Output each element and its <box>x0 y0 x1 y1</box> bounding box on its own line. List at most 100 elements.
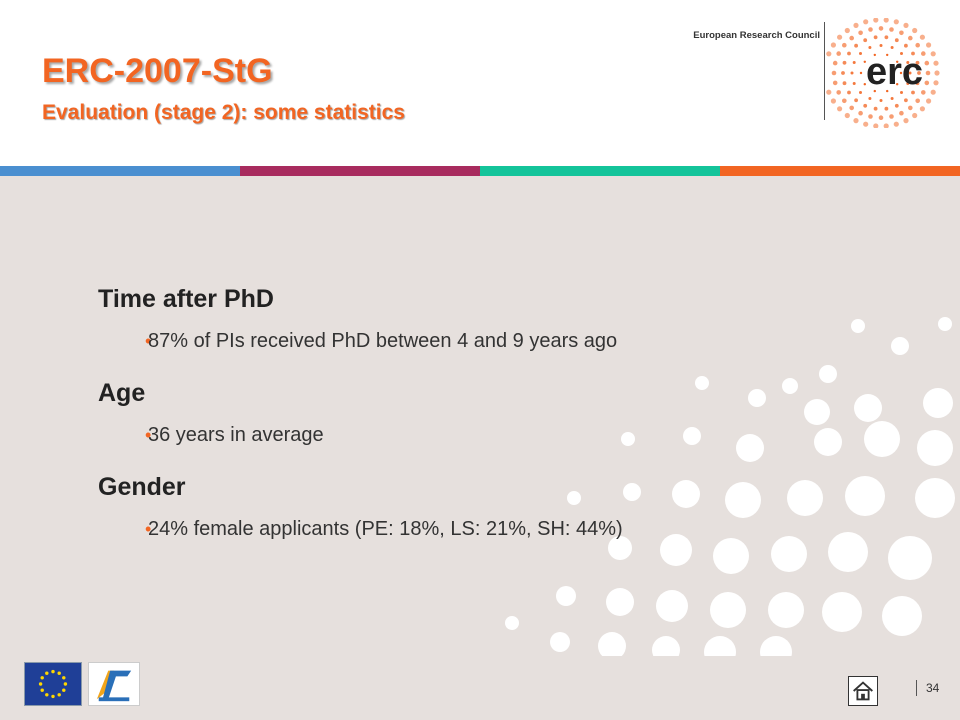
page-number-divider <box>916 680 917 696</box>
decorative-dot <box>760 636 792 656</box>
bullet-text: 87% of PIs received PhD between 4 and 9 … <box>148 329 618 352</box>
erc-logo-dot <box>879 99 883 102</box>
erc-logo-dot <box>883 123 889 128</box>
erc-logo-dot <box>894 38 899 43</box>
erc-logo-dot <box>832 80 838 86</box>
erc-logo-dot <box>849 105 854 111</box>
erc-logo-dot <box>911 90 915 95</box>
erc-logo-dot <box>889 27 894 32</box>
erc-logo-dot <box>886 53 889 57</box>
erc-logo-dot <box>924 80 930 86</box>
erc-logo-dot <box>884 35 889 40</box>
erc-logo-dot <box>896 60 899 63</box>
erc-logo-dot <box>859 71 863 75</box>
slide-content: Time after PhD • 87% of PIs received PhD… <box>98 282 898 564</box>
erc-logo-dot <box>858 110 863 116</box>
decorative-dot <box>695 376 709 390</box>
erc-logo-dot <box>830 98 836 104</box>
erc-logo-dot <box>847 90 851 95</box>
bullet-icon: • <box>145 330 152 351</box>
eu-star <box>57 671 61 675</box>
erc-logo-dot <box>889 114 894 119</box>
section-time-after-phd: Time after PhD • 87% of PIs received PhD… <box>98 282 898 360</box>
color-stripes <box>0 166 960 176</box>
eu-star <box>45 671 49 675</box>
bullet-item: • 87% of PIs received PhD between 4 and … <box>98 322 898 360</box>
erc-logo-dot <box>842 98 847 104</box>
erc-logo-dot <box>853 22 859 28</box>
home-icon[interactable] <box>848 676 878 706</box>
erc-logo-dot <box>873 35 878 40</box>
erc-logo-dot <box>859 91 862 94</box>
decorative-dot <box>608 536 632 560</box>
erc-logo-dot <box>926 42 932 48</box>
erc-logo-dot <box>904 98 908 103</box>
slide-subtitle: Evaluation (stage 2): some statistics <box>42 101 405 124</box>
erc-logo-dot <box>849 35 854 41</box>
erc-logo-dot <box>841 71 845 75</box>
erc-logo-dot <box>868 97 872 100</box>
eu-star <box>63 682 68 686</box>
decorative-dot <box>864 421 900 457</box>
erc-logo-dot <box>868 114 873 119</box>
bullet-text: 36 years in average <box>148 423 324 446</box>
decorative-dots-icon <box>505 317 955 656</box>
erc-logo-dot <box>863 19 869 25</box>
erc-logo-dot <box>842 81 847 86</box>
erc-logo-dot <box>900 91 903 94</box>
decorative-dot <box>851 319 865 333</box>
erc-logo-dot <box>884 106 889 111</box>
stripe-blue <box>0 166 240 176</box>
erc-logo-dot <box>854 98 858 103</box>
erc-logo-dot <box>915 60 920 65</box>
erc-logo-dot <box>924 60 930 66</box>
erc-logo-dot <box>873 89 876 93</box>
erc-logo-dot <box>883 18 889 23</box>
decorative-dot <box>804 399 830 425</box>
erc-logo-dot <box>837 34 843 40</box>
decorative-dot <box>656 590 688 622</box>
eu-star <box>62 688 66 692</box>
eu-star <box>57 693 61 697</box>
erc-logo-dot <box>933 80 939 86</box>
decorative-dot <box>771 536 807 572</box>
decorative-dot <box>550 632 570 652</box>
decorative-dot <box>710 592 746 628</box>
decorative-dot <box>782 378 798 394</box>
erc-logo-dot <box>879 44 883 47</box>
fp7-ideas-logo-icon <box>88 662 140 706</box>
eu-star <box>40 676 44 680</box>
decorative-dot <box>854 394 882 422</box>
erc-logo-dot <box>919 106 925 112</box>
bullet-text: 24% female applicants (PE: 18%, LS: 21%,… <box>148 517 623 540</box>
erc-logo-dot <box>899 110 904 116</box>
erc-logo-dot <box>904 43 908 48</box>
erc-logo-dot <box>917 71 921 75</box>
bullet-icon: • <box>145 424 152 445</box>
erc-logo-dot <box>903 118 909 124</box>
decorative-dot <box>652 636 680 656</box>
section-age: Age • 36 years in average <box>98 376 898 454</box>
erc-logo-text: erc <box>866 51 923 93</box>
slide-body: Time after PhD • 87% of PIs received PhD… <box>0 176 960 656</box>
bullet-item: • 36 years in average <box>98 416 898 454</box>
decorative-dot <box>768 592 804 628</box>
erc-logo-dot <box>908 35 913 41</box>
erc-logo-dot <box>831 70 837 76</box>
erc-logo-dot <box>836 90 841 95</box>
erc-logo-dot <box>859 52 862 55</box>
erc-logo-dot <box>908 105 913 111</box>
erc-logo-dot <box>830 42 836 48</box>
decorative-dot <box>736 434 764 462</box>
decorative-dot <box>891 337 909 355</box>
erc-logo-dot <box>863 103 868 108</box>
erc-logo-dot <box>826 51 832 57</box>
eu-star <box>51 669 55 674</box>
stripe-purple <box>240 166 480 176</box>
erc-logo-dot <box>893 121 899 127</box>
decorative-dot <box>621 432 635 446</box>
bullet-item: • 24% female applicants (PE: 18%, LS: 21… <box>98 510 898 548</box>
erc-logo-dot <box>906 61 910 64</box>
decorative-dot <box>938 317 952 331</box>
eu-flag-icon <box>24 662 82 706</box>
